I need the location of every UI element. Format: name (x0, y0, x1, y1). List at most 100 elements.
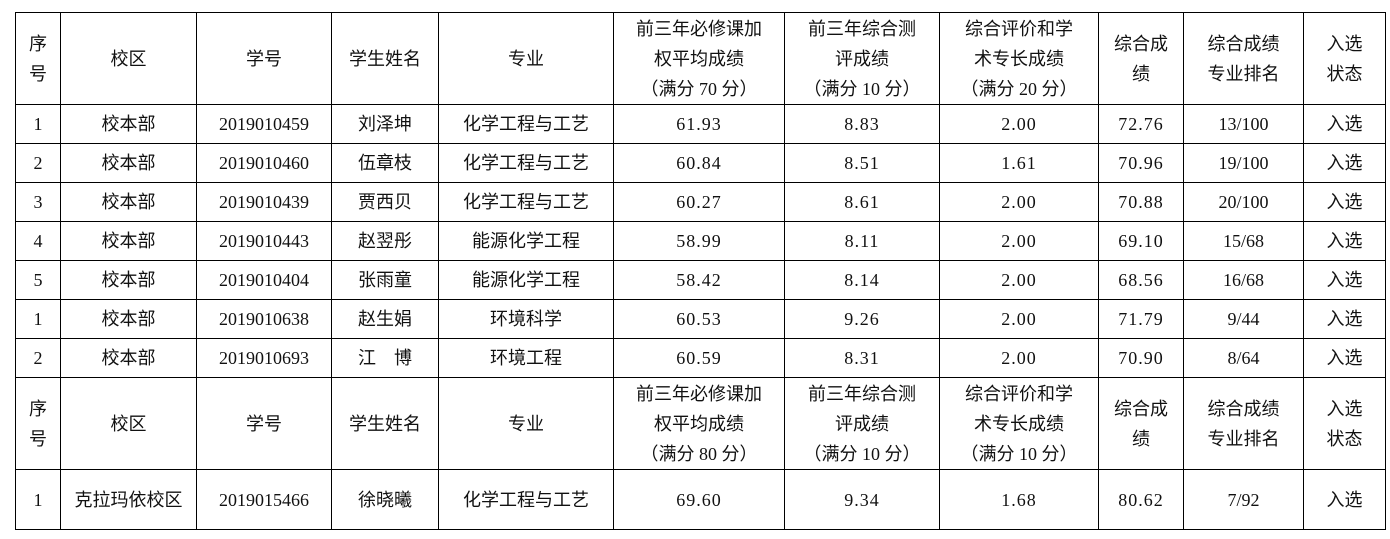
cell-major-rank: 13/100 (1183, 104, 1304, 144)
header-academic-score: 综合评价和学 术专长成绩 （满分 20 分） (939, 12, 1099, 105)
table-row: 5 校本部 2019010404 张雨童 能源化学工程 58.42 8.14 2.00 68.5… (15, 260, 1386, 300)
cell-student-name: 刘泽坤 (331, 104, 439, 144)
cell-total-score: 70.96 (1098, 143, 1184, 183)
cell-academic-score: 1.61 (939, 143, 1099, 183)
cell-course-score: 60.27 (613, 182, 785, 222)
cell-eval-score: 8.51 (784, 143, 940, 183)
cell-major-rank: 8/64 (1183, 338, 1304, 378)
header-academic-score: 综合评价和学 术专长成绩 （满分 10 分） (939, 377, 1099, 470)
cell-student-id: 2019010638 (196, 299, 332, 339)
cell-campus: 校本部 (60, 338, 197, 378)
header-index: 序 号 (15, 12, 61, 105)
cell-student-id: 2019010443 (196, 221, 332, 261)
header-major-rank: 综合成绩 专业排名 (1183, 377, 1304, 470)
cell-campus: 校本部 (60, 260, 197, 300)
table-row: 1 校本部 2019010638 赵生娟 环境科学 60.53 9.26 2.00 71.79 9… (15, 299, 1386, 339)
header-campus: 校区 (60, 377, 197, 470)
cell-status: 入选 (1303, 469, 1386, 530)
cell-major: 环境科学 (438, 299, 614, 339)
cell-total-score: 70.90 (1098, 338, 1184, 378)
cell-campus: 校本部 (60, 143, 197, 183)
cell-course-score: 58.99 (613, 221, 785, 261)
cell-total-score: 70.88 (1098, 182, 1184, 222)
cell-student-name: 徐晓曦 (331, 469, 439, 530)
cell-eval-score: 8.11 (784, 221, 940, 261)
cell-eval-score: 8.83 (784, 104, 940, 144)
cell-course-score: 61.93 (613, 104, 785, 144)
cell-index: 1 (15, 299, 61, 339)
cell-academic-score: 2.00 (939, 260, 1099, 300)
cell-campus: 校本部 (60, 299, 197, 339)
header-index: 序 号 (15, 377, 61, 470)
header-total-score: 综合成 绩 (1098, 12, 1184, 105)
cell-campus: 校本部 (60, 104, 197, 144)
cell-index: 3 (15, 182, 61, 222)
cell-total-score: 71.79 (1098, 299, 1184, 339)
cell-academic-score: 2.00 (939, 338, 1099, 378)
cell-course-score: 58.42 (613, 260, 785, 300)
cell-status: 入选 (1303, 299, 1386, 339)
cell-campus: 克拉玛依校区 (60, 469, 197, 530)
cell-major: 化学工程与工艺 (438, 469, 614, 530)
cell-student-name: 贾西贝 (331, 182, 439, 222)
admission-table: 序 号校区 学号 学生姓名 专业 前三年必修课加 权平均成绩 （满分 70 分） 前三年综… (15, 12, 1386, 530)
cell-index: 5 (15, 260, 61, 300)
cell-academic-score: 2.00 (939, 299, 1099, 339)
cell-total-score: 72.76 (1098, 104, 1184, 144)
header-eval-score: 前三年综合测 评成绩 （满分 10 分） (784, 377, 940, 470)
header-major: 专业 (438, 12, 614, 105)
table-row: 2 校本部 2019010693 江 博环境工程 60.59 8.31 2.00 70.90 8… (15, 338, 1386, 378)
header-major-rank: 综合成绩 专业排名 (1183, 12, 1304, 105)
cell-campus: 校本部 (60, 221, 197, 261)
header-status: 入选 状态 (1303, 377, 1386, 470)
cell-student-name: 赵生娟 (331, 299, 439, 339)
cell-total-score: 80.62 (1098, 469, 1184, 530)
cell-course-score: 69.60 (613, 469, 785, 530)
header-student-id: 学号 (196, 377, 332, 470)
cell-eval-score: 9.26 (784, 299, 940, 339)
cell-major: 能源化学工程 (438, 260, 614, 300)
header-student-name: 学生姓名 (331, 377, 439, 470)
header-student-id: 学号 (196, 12, 332, 105)
cell-student-id: 2019010459 (196, 104, 332, 144)
cell-index: 1 (15, 104, 61, 144)
cell-eval-score: 8.61 (784, 182, 940, 222)
cell-major: 化学工程与工艺 (438, 104, 614, 144)
table-row: 2 校本部 2019010460 伍章枝 化学工程与工艺 60.84 8.51 1.61 70.… (15, 143, 1386, 183)
cell-student-name: 江 博 (331, 338, 439, 378)
cell-course-score: 60.84 (613, 143, 785, 183)
cell-index: 1 (15, 469, 61, 530)
cell-major: 能源化学工程 (438, 221, 614, 261)
cell-academic-score: 2.00 (939, 182, 1099, 222)
cell-major-rank: 7/92 (1183, 469, 1304, 530)
cell-student-id: 2019010693 (196, 338, 332, 378)
cell-major: 化学工程与工艺 (438, 143, 614, 183)
cell-course-score: 60.53 (613, 299, 785, 339)
cell-total-score: 69.10 (1098, 221, 1184, 261)
cell-major-rank: 16/68 (1183, 260, 1304, 300)
cell-status: 入选 (1303, 221, 1386, 261)
cell-eval-score: 8.14 (784, 260, 940, 300)
header-status: 入选 状态 (1303, 12, 1386, 105)
header-course-score: 前三年必修课加 权平均成绩 （满分 80 分） (613, 377, 785, 470)
cell-course-score: 60.59 (613, 338, 785, 378)
header-major: 专业 (438, 377, 614, 470)
cell-major-rank: 15/68 (1183, 221, 1304, 261)
header-course-score: 前三年必修课加 权平均成绩 （满分 70 分） (613, 12, 785, 105)
cell-major: 化学工程与工艺 (438, 182, 614, 222)
cell-student-name: 赵翌彤 (331, 221, 439, 261)
cell-student-id: 2019015466 (196, 469, 332, 530)
table-row: 3 校本部 2019010439 贾西贝 化学工程与工艺 60.27 8.61 2.00 70.… (15, 182, 1386, 222)
cell-status: 入选 (1303, 260, 1386, 300)
header-student-name: 学生姓名 (331, 12, 439, 105)
cell-student-name: 伍章枝 (331, 143, 439, 183)
cell-student-id: 2019010460 (196, 143, 332, 183)
cell-academic-score: 2.00 (939, 221, 1099, 261)
header-row: 序 号校区 学号 学生姓名 专业 前三年必修课加 权平均成绩 （满分 80 分） 前三年综… (15, 377, 1386, 470)
cell-index: 2 (15, 338, 61, 378)
table-body: 序 号校区 学号 学生姓名 专业 前三年必修课加 权平均成绩 （满分 70 分） 前三年综… (15, 12, 1386, 530)
cell-eval-score: 8.31 (784, 338, 940, 378)
header-total-score: 综合成 绩 (1098, 377, 1184, 470)
cell-total-score: 68.56 (1098, 260, 1184, 300)
cell-status: 入选 (1303, 104, 1386, 144)
